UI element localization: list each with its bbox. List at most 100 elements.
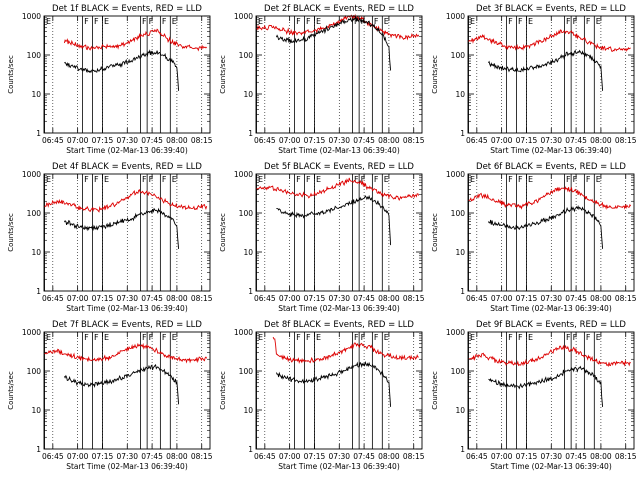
x-axis-label: Start Time (02-Mar-13 06:39:40) — [490, 304, 612, 313]
x-tick-label: 08:15 — [615, 452, 637, 461]
x-tick-label: 07:15 — [516, 136, 538, 145]
y-tick-label: 100 — [27, 367, 42, 376]
marker-label: E — [46, 333, 51, 342]
x-tick-label: 08:00 — [590, 136, 612, 145]
detector-panel: Det 4f BLACK = Events, RED = LLD Counts/s… — [7, 162, 213, 313]
panel-title: Det 9f BLACK = Events, RED = LLD — [476, 320, 626, 330]
events-series-line — [488, 204, 604, 249]
x-tick-label: 07:00 — [67, 452, 89, 461]
x-axis-label: Start Time (02-Mar-13 06:39:40) — [66, 146, 188, 155]
x-tick-label: 07:30 — [328, 136, 350, 145]
x-tick-label: 08:00 — [166, 136, 188, 145]
y-tick-label: 1000 — [234, 328, 253, 337]
marker-label: E — [46, 17, 51, 26]
y-axis-label: Counts/sec — [7, 371, 15, 410]
x-axis-label: Start Time (02-Mar-13 06:39:40) — [490, 146, 612, 155]
lld-series-line — [468, 29, 631, 52]
x-tick-label: 07:00 — [491, 452, 513, 461]
x-tick-label: 07:30 — [116, 136, 138, 145]
marker-label: F — [149, 175, 154, 184]
y-tick-label: 10 — [31, 248, 41, 257]
marker-label: F — [573, 17, 578, 26]
y-tick-label: 1 — [460, 129, 465, 138]
marker-label: E — [104, 17, 109, 26]
x-tick-label: 07:30 — [116, 452, 138, 461]
x-tick-label: 08:00 — [590, 294, 612, 303]
y-axis-label: Counts/sec — [431, 55, 439, 94]
panel-title: Det 3f BLACK = Events, RED = LLD — [476, 4, 626, 14]
y-tick-label: 100 — [239, 209, 254, 218]
x-tick-label: 07:30 — [540, 136, 562, 145]
marker-label: F — [306, 333, 311, 342]
marker-label: E — [316, 17, 321, 26]
y-tick-label: 100 — [239, 367, 254, 376]
marker-label: F — [518, 333, 523, 342]
x-tick-label: 08:15 — [615, 136, 637, 145]
lld-series-line — [44, 189, 208, 213]
lld-series-line — [63, 28, 208, 52]
x-tick-label: 07:30 — [328, 452, 350, 461]
y-tick-label: 1000 — [234, 170, 253, 179]
marker-label: E — [596, 17, 601, 26]
y-tick-label: 10 — [455, 248, 465, 257]
marker-label: E — [258, 17, 263, 26]
x-tick-label: 06:45 — [254, 136, 276, 145]
lld-series-line — [468, 344, 631, 368]
x-tick-label: 07:15 — [516, 294, 538, 303]
y-tick-label: 1 — [36, 445, 41, 454]
x-tick-label: 06:45 — [254, 294, 276, 303]
panel-grid: Det 1f BLACK = Events, RED = LLD Counts/s… — [7, 4, 637, 471]
y-tick-label: 1 — [248, 129, 253, 138]
marker-label: E — [528, 333, 533, 342]
y-axis-label: Counts/sec — [219, 213, 227, 252]
lld-series-line — [272, 336, 419, 365]
marker-label: F — [573, 333, 578, 342]
marker-label: F — [84, 333, 89, 342]
x-tick-label: 08:15 — [403, 452, 425, 461]
marker-label: F — [354, 175, 359, 184]
x-tick-label: 07:00 — [67, 294, 89, 303]
detector-panel: Det 1f BLACK = Events, RED = LLD Counts/s… — [7, 4, 213, 155]
y-axis-label: Counts/sec — [219, 371, 227, 410]
events-series-line — [63, 364, 180, 405]
detector-panel: Det 3f BLACK = Events, RED = LLD Counts/s… — [431, 4, 637, 155]
x-tick-label: 07:00 — [279, 294, 301, 303]
x-tick-label: 08:15 — [191, 136, 213, 145]
marker-label: E — [316, 333, 321, 342]
x-tick-label: 07:30 — [540, 294, 562, 303]
x-tick-label: 08:15 — [615, 294, 637, 303]
x-tick-label: 07:45 — [141, 452, 163, 461]
y-tick-label: 1000 — [446, 170, 465, 179]
y-tick-label: 1000 — [22, 12, 41, 21]
marker-label: F — [518, 175, 523, 184]
x-axis-label: Start Time (02-Mar-13 06:39:40) — [278, 462, 400, 471]
y-axis-label: Counts/sec — [431, 371, 439, 410]
x-tick-label: 08:00 — [378, 136, 400, 145]
x-tick-label: 07:45 — [565, 452, 587, 461]
y-tick-label: 1000 — [446, 328, 465, 337]
x-tick-label: 07:15 — [516, 452, 538, 461]
marker-label: E — [316, 175, 321, 184]
y-axis-label: Counts/sec — [431, 213, 439, 252]
x-tick-label: 08:15 — [403, 294, 425, 303]
marker-label: E — [384, 333, 389, 342]
events-series-line — [64, 207, 180, 249]
y-tick-label: 1 — [36, 287, 41, 296]
marker-label: F — [94, 175, 99, 184]
marker-label: F — [296, 175, 301, 184]
y-axis-label: Counts/sec — [219, 55, 227, 94]
marker-label: F — [94, 333, 99, 342]
x-tick-label: 07:45 — [353, 294, 375, 303]
marker-label: E — [172, 333, 177, 342]
marker-label: F — [586, 333, 591, 342]
lld-series-line — [468, 186, 632, 210]
marker-label: E — [172, 175, 177, 184]
marker-label: E — [470, 17, 475, 26]
marker-label: E — [172, 17, 177, 26]
events-series-line — [64, 49, 180, 91]
x-tick-label: 07:15 — [92, 452, 114, 461]
events-series-line — [275, 360, 392, 407]
x-tick-label: 06:45 — [42, 136, 64, 145]
